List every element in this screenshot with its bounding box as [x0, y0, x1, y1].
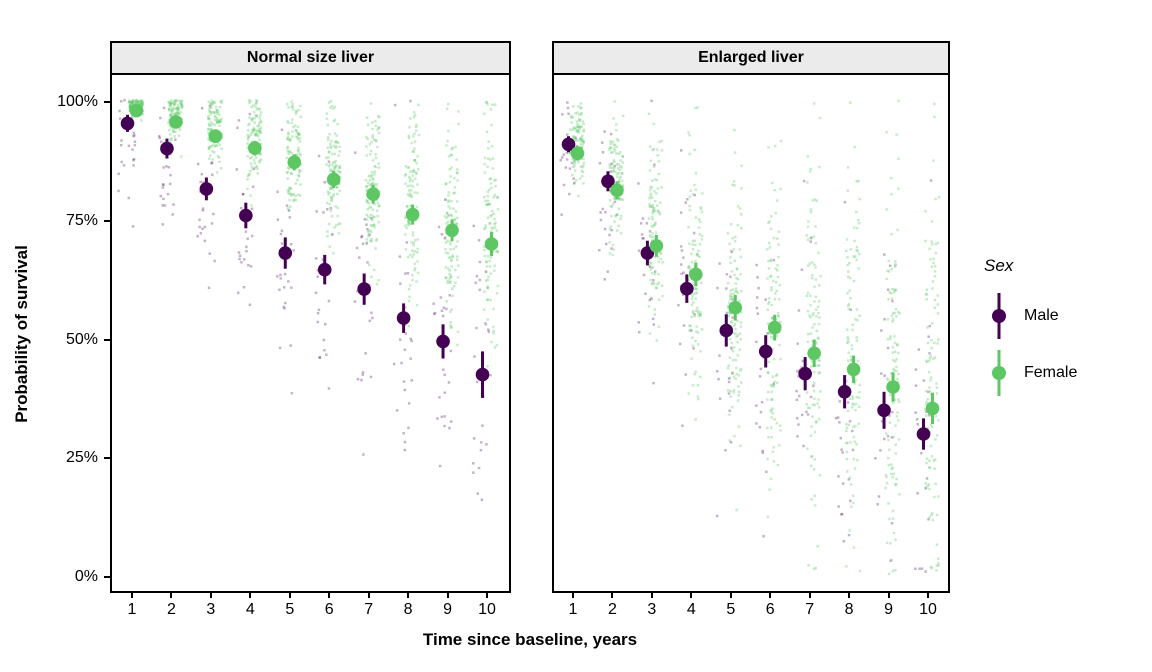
x-tick-label: 10 — [919, 601, 937, 618]
y-tick-label: 100% — [57, 93, 98, 110]
x-tick-label: 2 — [607, 601, 617, 618]
x-tick-mark — [407, 593, 410, 598]
x-axis-title: Time since baseline, years — [422, 630, 638, 649]
y-tick-mark — [104, 338, 110, 341]
panel-plot-area-enlarged — [559, 99, 941, 576]
legend-entry-female: Female — [984, 347, 1152, 399]
x-tick-label: 5 — [726, 601, 736, 618]
x-tick-label: 6 — [765, 601, 775, 618]
facet-strip-enlarged: Enlarged liver — [552, 41, 950, 75]
x-tick-mark — [848, 593, 851, 598]
x-tick-mark — [249, 593, 252, 598]
x-tick-mark — [611, 593, 614, 598]
x-tick-label: 1 — [568, 601, 578, 618]
x-tick-mark — [170, 593, 173, 598]
x-tick-mark — [887, 593, 890, 598]
legend-label-female: Female — [1024, 364, 1078, 381]
female-pointrange-key-icon — [992, 350, 1006, 396]
male-pointrange-series — [120, 114, 490, 398]
x-tick-label: 8 — [844, 601, 854, 618]
x-tick-mark — [131, 593, 133, 598]
x-tick-mark — [690, 593, 693, 598]
legend-label-male: Male — [1024, 307, 1059, 324]
panel-plot-area-normal — [117, 98, 500, 501]
male-jitter-points — [117, 99, 492, 501]
x-tick-mark — [446, 593, 449, 598]
x-tick-label: 6 — [324, 601, 334, 618]
x-tick-mark — [485, 593, 488, 598]
x-tick-label: 10 — [478, 601, 496, 618]
panel-enlarged — [552, 73, 950, 593]
y-tick-label: 50% — [65, 330, 98, 348]
x-tick-label: 3 — [647, 601, 657, 618]
female-pointrange-series — [570, 146, 940, 424]
x-tick-label: 9 — [884, 601, 893, 618]
y-tick-label: 25% — [65, 449, 98, 467]
male-jitter-points — [559, 99, 933, 573]
x-tick-mark — [209, 593, 212, 598]
x-tick-label: 2 — [166, 601, 176, 618]
legend-title: Sex — [984, 256, 1014, 275]
y-tick-mark — [104, 101, 110, 103]
y-tick-mark — [104, 576, 110, 578]
y-tick-label: 75% — [65, 211, 98, 229]
y-tick-mark — [104, 457, 110, 460]
x-tick-label: 7 — [364, 601, 374, 618]
x-tick-label: 9 — [443, 601, 452, 618]
male-pointrange-key-icon — [992, 293, 1006, 339]
x-tick-mark — [769, 593, 772, 598]
x-tick-label: 4 — [245, 601, 255, 618]
x-tick-mark — [650, 593, 653, 598]
y-tick-mark — [104, 219, 110, 222]
facet-normal-size-liver: Normal size liver — [110, 41, 511, 593]
y-tick-label: 0% — [74, 568, 98, 585]
female-jitter-points — [568, 99, 941, 576]
x-tick-label: 5 — [285, 601, 295, 618]
x-tick-mark — [367, 593, 370, 598]
x-tick-mark — [808, 593, 811, 598]
panel-normal — [110, 73, 511, 593]
x-tick-mark — [288, 593, 291, 598]
female-pointrange-series — [129, 103, 499, 256]
facet-enlarged-liver: Enlarged liver — [552, 41, 950, 593]
x-tick-label: 7 — [805, 601, 815, 618]
legend-entry-male: Male — [984, 290, 1152, 342]
x-tick-mark — [926, 593, 929, 598]
x-tick-label: 4 — [686, 601, 696, 618]
x-tick-label: 3 — [206, 601, 216, 618]
facet-strip-normal: Normal size liver — [110, 41, 511, 75]
x-tick-mark — [328, 593, 331, 598]
x-tick-mark — [729, 593, 732, 598]
x-tick-mark — [572, 593, 574, 598]
legend: Sex Male Female — [984, 256, 1152, 399]
x-tick-label: 8 — [403, 601, 413, 618]
x-tick-label: 1 — [127, 601, 137, 618]
